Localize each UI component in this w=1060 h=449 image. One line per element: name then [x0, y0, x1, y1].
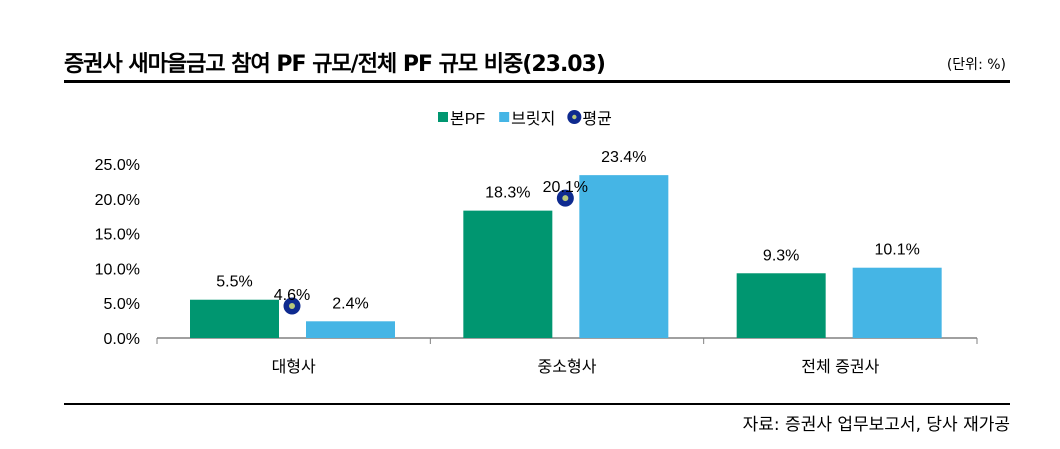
legend-swatch-브릿지: [499, 112, 510, 122]
unit-label: (단위: %): [946, 57, 1006, 73]
data-label: 18.3%: [485, 185, 530, 202]
bar-본PF: [736, 273, 826, 338]
y-tick-label: 0.0%: [104, 331, 140, 348]
x-tick-label: 중소형사: [538, 358, 597, 376]
y-tick-label: 25.0%: [95, 157, 140, 174]
legend-label: 브릿지: [511, 110, 555, 128]
x-tick-label: 대형사: [272, 358, 316, 376]
data-label: 20.1%: [543, 179, 588, 196]
bar-본PF: [463, 210, 553, 338]
data-label: 5.5%: [216, 274, 252, 291]
source-note: 자료: 증권사 업무보고서, 당사 재가공: [742, 415, 1010, 435]
legend-marker-center: [572, 114, 577, 120]
bar-본PF: [190, 299, 279, 338]
bar-브릿지: [579, 175, 669, 338]
data-label: 4.6%: [274, 287, 310, 304]
data-label: 23.4%: [601, 149, 646, 166]
x-tick-label: 전체 증권사: [801, 358, 879, 376]
data-label: 2.4%: [332, 295, 368, 312]
avg-marker-center: [289, 302, 295, 309]
bar-브릿지: [306, 321, 395, 338]
avg-marker-center: [562, 195, 569, 202]
legend-swatch-본PF: [438, 112, 448, 122]
y-tick-label: 20.0%: [95, 192, 140, 209]
y-tick-label: 5.0%: [104, 296, 140, 313]
title-divider: [64, 80, 1010, 83]
chart-title: 증권사 새마을금고 참여 PF 규모/전체 PF 규모 비중(23.03): [64, 52, 606, 77]
legend-label: 평균: [582, 110, 611, 128]
data-label: 9.3%: [763, 247, 799, 264]
data-label: 10.1%: [874, 242, 919, 259]
bar-브릿지: [852, 267, 942, 338]
y-tick-label: 15.0%: [95, 227, 140, 244]
legend-label: 본PF: [450, 111, 485, 128]
y-tick-label: 10.0%: [95, 261, 140, 278]
footer-divider: [64, 403, 1010, 405]
